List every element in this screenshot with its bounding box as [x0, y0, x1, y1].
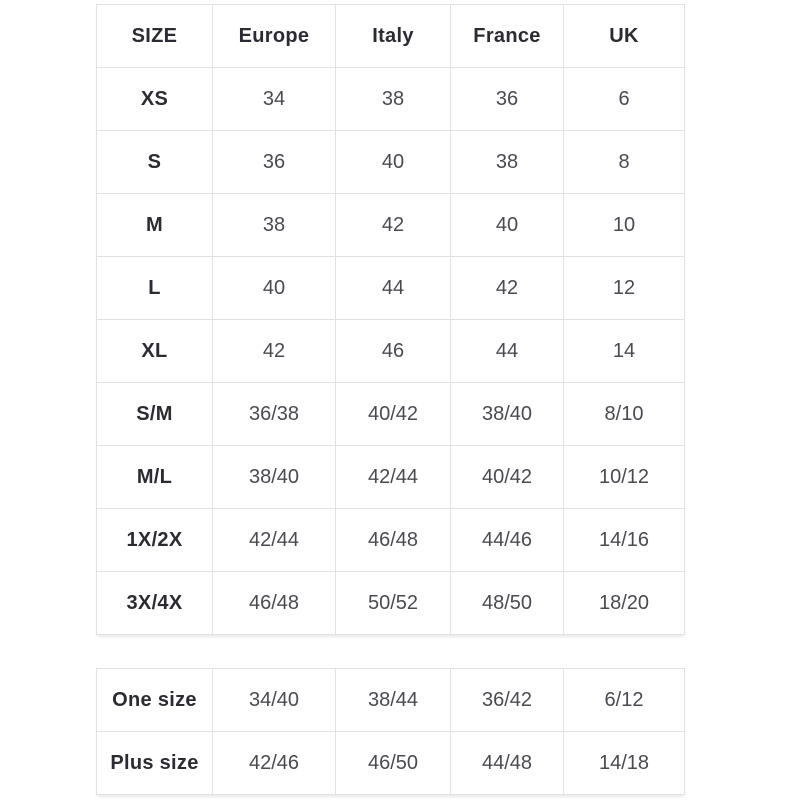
- size-cell: 18/20: [563, 571, 685, 635]
- size-cell: 12: [563, 256, 685, 320]
- size-cell: 34/40: [212, 668, 336, 732]
- size-cell: 42: [335, 193, 451, 257]
- size-cell: 6/12: [563, 668, 685, 732]
- table-row-l: L 40 44 42 12: [96, 256, 685, 320]
- column-header-size: SIZE: [96, 4, 213, 68]
- size-cell: 14/18: [563, 731, 685, 795]
- table-row-m: M 38 42 40 10: [96, 193, 685, 257]
- size-cell: 38: [335, 67, 451, 131]
- size-cell: 44/48: [450, 731, 564, 795]
- column-header-france: France: [450, 4, 564, 68]
- size-cell: 36/38: [212, 382, 336, 446]
- one-size-table: One size 34/40 38/44 36/42 6/12 Plus siz…: [96, 668, 685, 795]
- size-conversion-table: SIZE Europe Italy France UK XS 34 38 36 …: [96, 4, 685, 635]
- table-row-3x4x: 3X/4X 46/48 50/52 48/50 18/20: [96, 571, 685, 635]
- size-cell: 8/10: [563, 382, 685, 446]
- size-cell: 44/46: [450, 508, 564, 572]
- size-cell: 42: [212, 319, 336, 383]
- size-cell: 40/42: [335, 382, 451, 446]
- size-cell: 46: [335, 319, 451, 383]
- size-cell: 50/52: [335, 571, 451, 635]
- size-cell: 44: [450, 319, 564, 383]
- size-cell: 36: [212, 130, 336, 194]
- size-cell: 6: [563, 67, 685, 131]
- size-cell: 42/44: [212, 508, 336, 572]
- row-label: S: [96, 130, 213, 194]
- size-cell: 44: [335, 256, 451, 320]
- size-cell: 40: [450, 193, 564, 257]
- table-row-sm: S/M 36/38 40/42 38/40 8/10: [96, 382, 685, 446]
- size-cell: 42: [450, 256, 564, 320]
- size-cell: 14: [563, 319, 685, 383]
- row-label: 1X/2X: [96, 508, 213, 572]
- column-header-europe: Europe: [212, 4, 336, 68]
- size-cell: 48/50: [450, 571, 564, 635]
- table-row-one-size: One size 34/40 38/44 36/42 6/12: [96, 668, 685, 732]
- size-cell: 34: [212, 67, 336, 131]
- column-header-italy: Italy: [335, 4, 451, 68]
- size-cell: 38/40: [450, 382, 564, 446]
- row-label: S/M: [96, 382, 213, 446]
- size-cell: 40: [335, 130, 451, 194]
- size-cell: 40: [212, 256, 336, 320]
- size-chart: SIZE Europe Italy France UK XS 34 38 36 …: [96, 4, 685, 795]
- size-cell: 38: [212, 193, 336, 257]
- size-cell: 36: [450, 67, 564, 131]
- row-label: XL: [96, 319, 213, 383]
- size-cell: 40/42: [450, 445, 564, 509]
- size-cell: 42/46: [212, 731, 336, 795]
- size-cell: 10/12: [563, 445, 685, 509]
- size-cell: 46/50: [335, 731, 451, 795]
- row-label: XS: [96, 67, 213, 131]
- row-label: L: [96, 256, 213, 320]
- table-row-xl: XL 42 46 44 14: [96, 319, 685, 383]
- size-cell: 8: [563, 130, 685, 194]
- table-row-xs: XS 34 38 36 6: [96, 67, 685, 131]
- header-row: SIZE Europe Italy France UK: [96, 4, 685, 68]
- size-cell: 36/42: [450, 668, 564, 732]
- size-cell: 10: [563, 193, 685, 257]
- row-label: One size: [96, 668, 213, 732]
- row-label: 3X/4X: [96, 571, 213, 635]
- row-label: M: [96, 193, 213, 257]
- column-header-uk: UK: [563, 4, 685, 68]
- row-label: M/L: [96, 445, 213, 509]
- size-cell: 42/44: [335, 445, 451, 509]
- table-row-ml: M/L 38/40 42/44 40/42 10/12: [96, 445, 685, 509]
- size-cell: 38/44: [335, 668, 451, 732]
- size-cell: 38/40: [212, 445, 336, 509]
- size-cell: 46/48: [335, 508, 451, 572]
- size-cell: 14/16: [563, 508, 685, 572]
- size-cell: 38: [450, 130, 564, 194]
- table-row-1x2x: 1X/2X 42/44 46/48 44/46 14/16: [96, 508, 685, 572]
- row-label: Plus size: [96, 731, 213, 795]
- table-row-s: S 36 40 38 8: [96, 130, 685, 194]
- size-cell: 46/48: [212, 571, 336, 635]
- table-row-plus-size: Plus size 42/46 46/50 44/48 14/18: [96, 731, 685, 795]
